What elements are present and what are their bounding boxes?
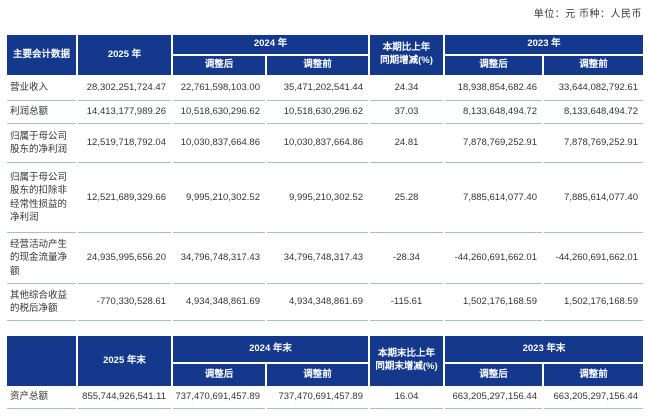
- period-end-data-table: 2025 年末 2024 年末 本期末比上年 同期末增减(%) 2023 年末 …: [5, 336, 645, 409]
- cell-2024-adjusted: 10,030,837,664.86: [173, 124, 265, 163]
- row-label: 资产总额: [7, 386, 76, 409]
- header-main-blank: [7, 336, 76, 386]
- row-label: 归属于母公司 股东的净利润: [7, 124, 76, 163]
- unit-currency-note: 单位：元 币种：人民币: [533, 9, 642, 20]
- table-row-net-profit-deducted: 归属于母公司 股东的扣除非 经常性损益的 净利润 12,521,689,329.…: [7, 163, 643, 233]
- cell-change-pct: 24.81: [370, 124, 443, 163]
- cell-2023-pre-adjust: 1,502,176,168.59: [544, 284, 643, 321]
- cell-2024-pre-adjust: 9,995,210,302.52: [267, 163, 368, 233]
- cell-2024-end-pre-adjust: 737,470,691,457.89: [267, 386, 368, 409]
- cell-change-pct: 25.28: [370, 163, 443, 233]
- header-2025: 2025 年: [78, 35, 171, 75]
- cell-2023-pre-adjust: 33,644,082,792.61: [544, 75, 643, 101]
- header-2023-pre-adjust: 调整前: [544, 56, 643, 75]
- cell-2025-end: 855,744,926,541.11: [78, 386, 171, 409]
- header-2023: 2023 年: [445, 35, 643, 56]
- cell-2023-adjusted: 18,938,854,682.46: [445, 75, 542, 101]
- cell-2023-adjusted: 7,885,614,077.40: [445, 163, 542, 233]
- cell-2023-adjusted: 8,133,648,494.72: [445, 101, 542, 124]
- header-end-change-pct: 本期末比上年 同期末增减(%): [370, 336, 443, 386]
- cell-2025: 12,521,689,329.66: [78, 163, 171, 233]
- row-label: 营业收入: [7, 75, 76, 101]
- cell-2024-adjusted: 4,934,348,861.69: [173, 284, 265, 321]
- header-2023-adjusted: 调整后: [445, 56, 542, 75]
- table2-header: 2025 年末 2024 年末 本期末比上年 同期末增减(%) 2023 年末 …: [7, 336, 643, 386]
- cell-2025: -770,330,528.61: [78, 284, 171, 321]
- cell-2023-end-pre-adjust: 663,205,297,156.44: [544, 386, 643, 409]
- cell-2024-pre-adjust: 10,518,630,296.62: [267, 101, 368, 124]
- header-2024-pre-adjust: 调整前: [267, 56, 368, 75]
- row-label: 经营活动产生 的现金流量净 额: [7, 233, 76, 284]
- cell-2023-pre-adjust: 8,133,648,494.72: [544, 101, 643, 124]
- header-2023-end-pre-adjust: 调整前: [544, 364, 643, 386]
- key-financial-data-table: 主要会计数据 2025 年 2024 年 本期比上年 同期增减(%) 2023 …: [5, 35, 645, 321]
- cell-2024-adjusted: 10,518,630,296.62: [173, 101, 265, 124]
- header-2023-end-adjusted: 调整后: [445, 364, 542, 386]
- cell-2023-adjusted: -44,260,691,662.01: [445, 233, 542, 284]
- table-row-operating-cash-flow: 经营活动产生 的现金流量净 额 24,935,995,656.20 34,796…: [7, 233, 643, 284]
- header-2024-adjusted: 调整后: [173, 56, 265, 75]
- cell-change-pct: -115.61: [370, 284, 443, 321]
- cell-2024-pre-adjust: 4,934,348,861.69: [267, 284, 368, 321]
- header-2023-end: 2023 年末: [445, 336, 643, 364]
- cell-2024-pre-adjust: 35,471,202,541.44: [267, 75, 368, 101]
- header-2024-end-pre-adjust: 调整前: [267, 364, 368, 386]
- cell-2023-end-adjusted: 663,205,297,156.44: [445, 386, 542, 409]
- cell-2025: 12,519,718,792.04: [78, 124, 171, 163]
- table-row-total-assets: 资产总额 855,744,926,541.11 737,470,691,457.…: [7, 386, 643, 409]
- cell-2023-adjusted: 7,878,769,252.91: [445, 124, 542, 163]
- table1-header: 主要会计数据 2025 年 2024 年 本期比上年 同期增减(%) 2023 …: [7, 35, 643, 75]
- cell-2025: 24,935,995,656.20: [78, 233, 171, 284]
- row-label: 其他综合收益 的税后净额: [7, 284, 76, 321]
- header-change-pct: 本期比上年 同期增减(%): [370, 35, 443, 75]
- report-page: 单位：元 币种：人民币 主要会计数据 2025 年 2024 年 本期比上年 同…: [5, 9, 645, 409]
- header-2024: 2024 年: [173, 35, 368, 56]
- cell-2025: 14,413,177,989.26: [78, 101, 171, 124]
- row-label: 利润总额: [7, 101, 76, 124]
- cell-change-pct: 37.03: [370, 101, 443, 124]
- header-main-indicator: 主要会计数据: [7, 35, 76, 75]
- table-row-operating-revenue: 营业收入 28,302,251,724.47 22,761,598,103.00…: [7, 75, 643, 101]
- row-label: 归属于母公司 股东的扣除非 经常性损益的 净利润: [7, 163, 76, 233]
- cell-2024-pre-adjust: 34,796,748,317.43: [267, 233, 368, 284]
- cell-2024-pre-adjust: 10,030,837,664.86: [267, 124, 368, 163]
- cell-change-pct: 24.34: [370, 75, 443, 101]
- header-2024-end: 2024 年末: [173, 336, 368, 364]
- cell-2023-pre-adjust: 7,885,614,077.40: [544, 163, 643, 233]
- cell-2023-pre-adjust: 7,878,769,252.91: [544, 124, 643, 163]
- cell-2024-adjusted: 34,796,748,317.43: [173, 233, 265, 284]
- cell-change-pct: -28.34: [370, 233, 443, 284]
- cell-2023-pre-adjust: -44,260,691,662.01: [544, 233, 643, 284]
- cell-2024-adjusted: 22,761,598,103.00: [173, 75, 265, 101]
- table-row-other-comprehensive-income: 其他综合收益 的税后净额 -770,330,528.61 4,934,348,8…: [7, 284, 643, 321]
- header-2025-end: 2025 年末: [78, 336, 171, 386]
- cell-2023-adjusted: 1,502,176,168.59: [445, 284, 542, 321]
- cell-end-change-pct: 16.04: [370, 386, 443, 409]
- cell-2024-adjusted: 9,995,210,302.52: [173, 163, 265, 233]
- table-row-net-profit-parent: 归属于母公司 股东的净利润 12,519,718,792.04 10,030,8…: [7, 124, 643, 163]
- cell-2024-end-adjusted: 737,470,691,457.89: [173, 386, 265, 409]
- table-row-total-profit: 利润总额 14,413,177,989.26 10,518,630,296.62…: [7, 101, 643, 124]
- header-2024-end-adjusted: 调整后: [173, 364, 265, 386]
- cell-2025: 28,302,251,724.47: [78, 75, 171, 101]
